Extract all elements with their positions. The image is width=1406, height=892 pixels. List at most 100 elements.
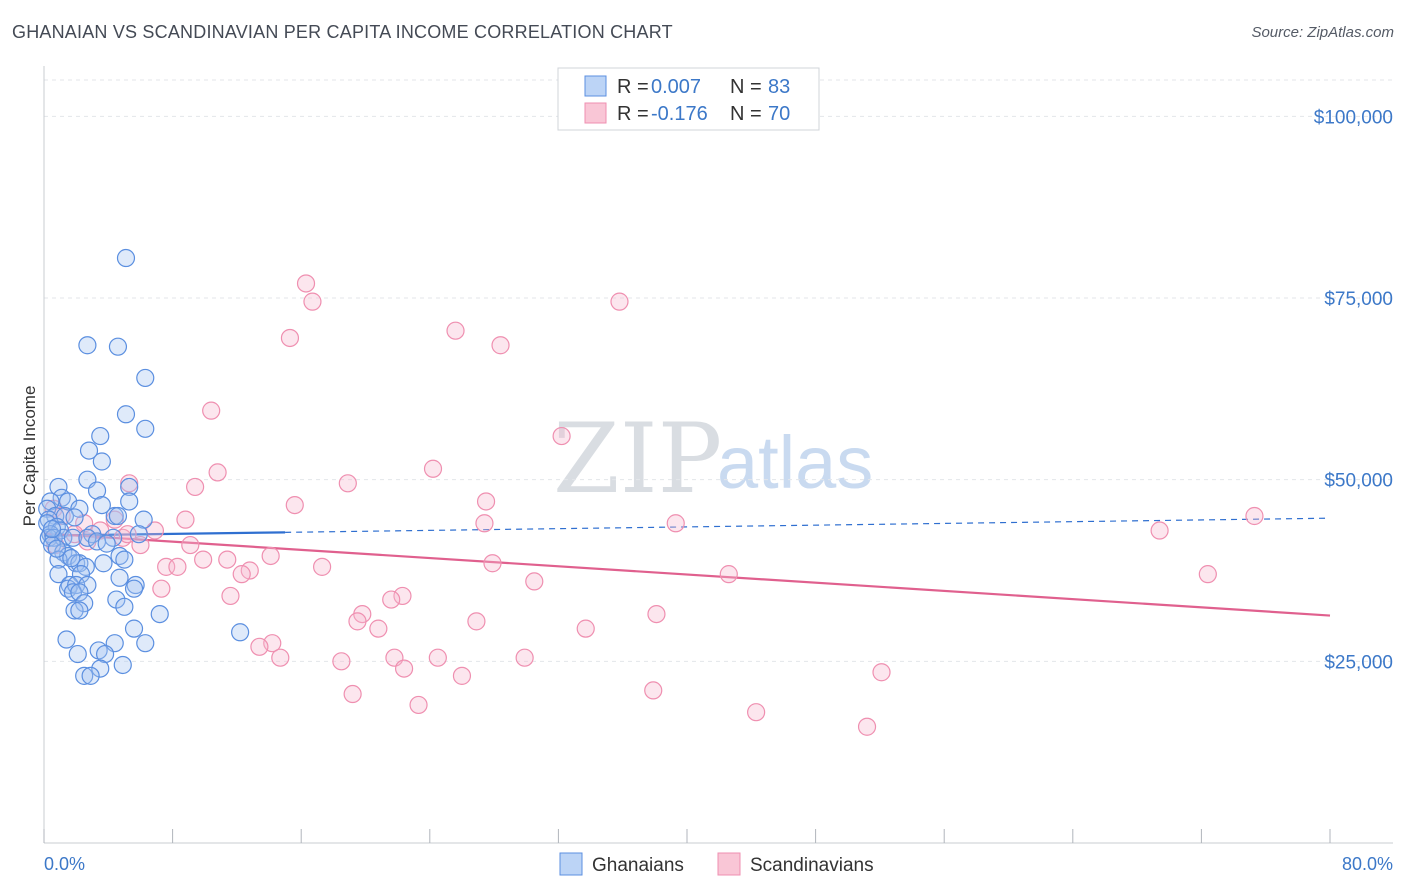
axes [43, 66, 1393, 844]
ghanaian-point [108, 337, 128, 356]
scandinavian-point [552, 426, 571, 446]
scandinavian-point [152, 579, 171, 598]
ghanaian-point [120, 477, 139, 497]
scandinavian-point [515, 648, 534, 667]
correlation-legend: R = 0.007 N = 83 R = -0.176 N = 70 [557, 67, 820, 131]
ghanaian-point [59, 492, 78, 511]
scandinavian-point [394, 659, 414, 678]
y-tick-label: $100,000 [1314, 107, 1393, 128]
scandinavian-point [483, 554, 502, 573]
bottom-legend-swatch-ghanaians [559, 852, 583, 876]
x-tick-label-min: 0.0% [44, 854, 85, 874]
ghanaian-point [115, 550, 134, 569]
scandinavian-point [467, 612, 486, 631]
scandinavian-point [332, 652, 351, 671]
scandinavian-point [280, 328, 300, 348]
scandinavian-point [610, 292, 629, 311]
y-axis-title: Per Capita Income [20, 386, 39, 527]
scandinavian-point [719, 565, 738, 584]
scandinavian-point [423, 459, 443, 478]
scandinavian-point [409, 695, 428, 715]
scandinavian-point [176, 510, 195, 529]
scandinavian-point [857, 717, 877, 736]
ghanaian-point [78, 528, 97, 547]
y-tick-labels: $25,000 $50,000 $75,000 $100,000 [1314, 107, 1393, 673]
ghanaian-point [68, 644, 87, 664]
scandinavian-point [1198, 565, 1217, 584]
scandinavian-point [312, 557, 332, 576]
ghanaian-point [136, 419, 155, 438]
ghanaian-point [134, 510, 153, 529]
ghanaian-point [116, 248, 136, 268]
legend-n-label-1: N = [730, 76, 762, 98]
legend-n-value-2: 70 [768, 103, 790, 125]
ghanaian-point [70, 601, 89, 620]
scandinavian-point [343, 684, 362, 704]
bottom-legend-swatch-scandinavians [717, 852, 741, 876]
ghanaian-trend-dashed [285, 517, 1331, 533]
ghanaian-point [49, 477, 68, 497]
scandinavian-point [525, 572, 544, 591]
ghanaian-point [91, 426, 110, 446]
bottom-legend-label-ghanaians: Ghanaians [592, 855, 684, 876]
ghanaian-point [108, 506, 128, 526]
scandinavian-point [261, 546, 280, 566]
scandinavian-point [303, 292, 322, 311]
y-tick-label: $50,000 [1324, 471, 1393, 492]
scandinavian-point [208, 463, 227, 482]
legend-r-value-2: -0.176 [651, 103, 708, 125]
watermark-atlas: atlas [717, 421, 873, 504]
ghanaian-point [92, 452, 111, 471]
ghanaian-point [92, 496, 111, 515]
scandinavian-point [872, 663, 891, 682]
chart-title: GHANAIAN VS SCANDINAVIAN PER CAPITA INCO… [12, 22, 673, 42]
ghanaian-point [70, 583, 89, 602]
ghanaian-point [81, 666, 100, 685]
ghanaian-point [70, 499, 89, 518]
legend-r-value-1: 0.007 [651, 76, 701, 98]
bottom-legend-label-scandinavians: Scandinavians [750, 855, 874, 876]
ghanaian-point [129, 525, 148, 544]
scandinavian-point [202, 401, 221, 420]
scandinavian-point [194, 550, 213, 569]
scandinavian-point [369, 619, 388, 638]
ghanaian-point [87, 481, 107, 500]
ghanaian-point [71, 565, 91, 584]
ghanaian-point [115, 597, 134, 616]
ghanaian-point [150, 604, 169, 624]
ghanaian-point [95, 644, 115, 664]
legend-n-value-1: 83 [768, 76, 790, 98]
series-legend: Ghanaians Scandinavians [559, 852, 874, 876]
scandinavian-point [348, 612, 367, 631]
ghanaian-point [49, 565, 68, 584]
scandinavian-point [476, 492, 496, 511]
ghanaian-point [63, 528, 83, 547]
ghanaian-point [231, 623, 250, 642]
scandinavian-point [446, 321, 465, 340]
ghanaian-point [79, 441, 99, 460]
ghanaian-point [42, 519, 62, 539]
ghanaian-point [136, 634, 155, 653]
scandinavian-point [232, 565, 251, 584]
scandinavian-point [221, 586, 240, 606]
legend-swatch-ghanaians [584, 75, 607, 97]
legend-r-label-1: R = [617, 76, 649, 98]
ghanaian-point [136, 368, 155, 388]
scandinavian-point [644, 681, 663, 700]
scandinavian-point [747, 703, 766, 722]
scandinavian-point [491, 336, 510, 355]
scandinavian-point [1150, 521, 1169, 540]
ghanaian-point [94, 554, 113, 573]
scandinavian-point [666, 514, 685, 533]
scandinavian-point [250, 637, 269, 656]
scandinavian-point [647, 604, 666, 624]
ghanaian-point [62, 549, 81, 568]
legend-r-label-2: R = [617, 103, 649, 125]
ghanaian-point [78, 336, 97, 355]
ghanaian-point [57, 630, 76, 649]
scandinavian-point [382, 590, 401, 609]
ghanaian-point [63, 583, 83, 602]
scandinavian-point [475, 514, 494, 533]
ghanaian-point [120, 492, 139, 511]
scandinavian-point [168, 557, 187, 576]
